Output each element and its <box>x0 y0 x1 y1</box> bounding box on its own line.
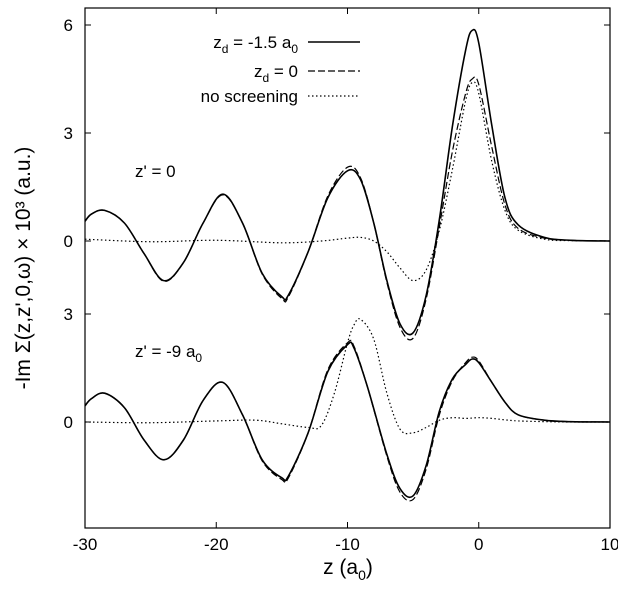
legend: zd = -1.5 a0 zd = 0 no screening <box>201 33 360 106</box>
plot-frame <box>84 7 611 529</box>
series-layer <box>84 28 611 502</box>
series-line-top-solid <box>84 28 611 336</box>
legend-label-3: no screening <box>201 87 298 106</box>
x-tick-label: -20 <box>204 535 229 554</box>
x-tick-label: -10 <box>335 535 360 554</box>
y-tick-label: 0 <box>64 232 73 251</box>
panel-annotation-bottom: z' = -9 a0 <box>135 342 202 365</box>
y-tick-label: 3 <box>64 124 73 143</box>
legend-label-1: zd = -1.5 a0 <box>213 33 298 56</box>
x-tick-label: 10 <box>601 535 618 554</box>
series-line-bottom-solid <box>84 341 611 499</box>
series-line-top-dashed <box>84 76 611 341</box>
series-line-top-dotted <box>84 81 611 282</box>
x-tick-label: 0 <box>474 535 483 554</box>
ticks-layer: -30 -20 -10 0 10 6 3 0 3 0 <box>64 8 618 554</box>
x-axis-title: z (a0) <box>323 556 373 583</box>
y-tick-label: 3 <box>64 305 73 324</box>
legend-label-2: zd = 0 <box>254 62 298 85</box>
series-line-bottom-dashed <box>84 339 611 502</box>
y-axis-title: -Im Σ(z,z',0,ω) × 10³ (a.u.) <box>12 147 35 390</box>
panel-annotation-top: z' = 0 <box>135 162 176 181</box>
y-tick-label: 0 <box>64 413 73 432</box>
x-tick-label: -30 <box>73 535 98 554</box>
series-line-bottom-dotted <box>84 318 611 435</box>
y-tick-label: 6 <box>64 16 73 35</box>
